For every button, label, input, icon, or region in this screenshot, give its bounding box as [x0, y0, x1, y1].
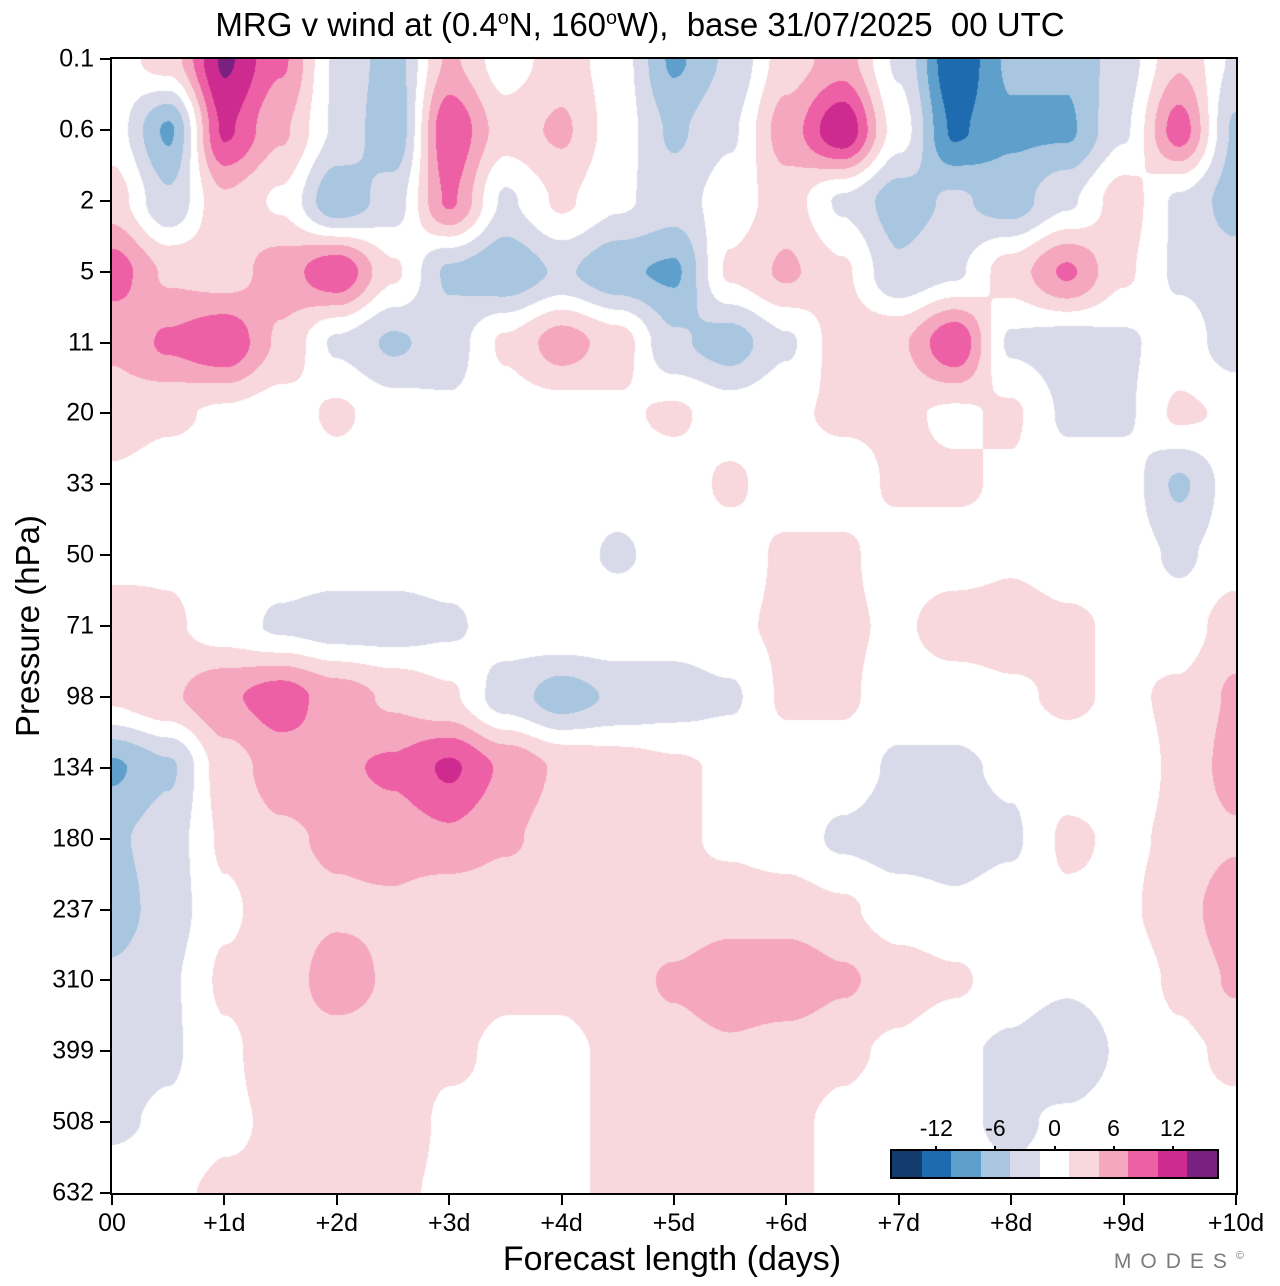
colorbar-segment: [921, 1151, 952, 1177]
colorbar-segment: [892, 1151, 922, 1177]
title-text: W), base 31/07/2025 00 UTC: [617, 6, 1065, 43]
contour-field: [112, 59, 1236, 1193]
colorbar: -12 -6 0 6 12: [890, 1115, 1219, 1179]
x-tick-label: +8d: [989, 1209, 1033, 1237]
plot-area: -12 -6 0 6 12 0.1 0.6 2 5 11 20 33 50 71 98 134 180 237 3…: [52, 45, 1264, 1238]
x-tick-label: +5d: [652, 1209, 696, 1237]
colorbar-tick-mark: [1053, 1146, 1056, 1151]
colorbar-tick-label: 0: [1048, 1115, 1061, 1141]
y-tick-label: 310: [52, 965, 94, 994]
colorbar-segment: [1157, 1151, 1188, 1177]
x-tick-mark: [111, 1193, 113, 1205]
y-tick-label: 2: [80, 186, 94, 215]
x-tick-label: +9d: [1102, 1209, 1145, 1237]
colorbar-segment: [1069, 1151, 1099, 1177]
modes-logo: MODES©: [1114, 1250, 1244, 1274]
x-tick-mark: [223, 1193, 226, 1205]
y-tick-label: 33: [66, 469, 94, 498]
x-tick-mark: [560, 1193, 563, 1205]
y-tick-label: 180: [52, 824, 94, 853]
y-tick-label: 0.1: [59, 44, 94, 73]
colorbar-tick-mark: [1112, 1146, 1115, 1151]
y-tick-mark: [100, 341, 112, 344]
x-tick-mark: [673, 1193, 675, 1205]
chart-title: MRG v wind at (0.4oN, 160oW), base 31/07…: [0, 6, 1280, 44]
colorbar-tick-mark: [994, 1146, 997, 1151]
colorbar-segment: [1039, 1151, 1070, 1177]
colorbar-tick-label: 6: [1107, 1115, 1120, 1141]
y-tick-label: 20: [66, 398, 94, 427]
colorbar-segment: [951, 1151, 981, 1177]
colorbar-tick-label: 12: [1159, 1115, 1186, 1141]
x-tick-label: +2d: [315, 1209, 359, 1237]
y-tick-mark: [100, 128, 112, 131]
x-tick-label: +4d: [540, 1209, 583, 1237]
y-tick-label: 71: [66, 611, 94, 640]
colorbar-segment: [1098, 1151, 1129, 1177]
colorbar-segment: [980, 1151, 1011, 1177]
y-tick-label: 98: [66, 682, 94, 711]
colorbar-tick-label: -12: [919, 1115, 953, 1141]
colorbar-tick-mark: [1171, 1146, 1174, 1151]
x-tick-mark: [335, 1193, 338, 1205]
y-tick-label: 632: [52, 1178, 94, 1207]
colorbar-segment: [1128, 1151, 1158, 1177]
colorbar-segment: [1010, 1151, 1040, 1177]
y-tick-mark: [100, 199, 112, 202]
y-tick-label: 399: [52, 1036, 94, 1065]
y-tick-mark: [100, 979, 112, 982]
x-tick-mark: [897, 1193, 900, 1205]
y-tick-label: 508: [52, 1107, 94, 1136]
modes-logo-text: MODES: [1113, 1250, 1236, 1273]
copyright-mark: ©: [1235, 1250, 1244, 1262]
y-tick-mark: [100, 58, 112, 60]
colorbar-tick-mark: [935, 1146, 938, 1151]
y-tick-mark: [100, 270, 112, 273]
x-tick-mark: [448, 1193, 451, 1205]
y-tick-mark: [100, 1192, 112, 1194]
y-tick-mark: [100, 1121, 112, 1124]
x-tick-mark: [1235, 1193, 1237, 1205]
y-tick-mark: [100, 412, 112, 415]
y-tick-label: 237: [52, 895, 94, 923]
x-tick-label: +7d: [877, 1209, 921, 1237]
y-tick-mark: [100, 695, 112, 698]
y-tick-mark: [100, 1050, 112, 1053]
y-tick-label: 50: [66, 540, 94, 569]
colorbar-segment: [1187, 1151, 1218, 1177]
x-tick-label: 00: [98, 1209, 126, 1237]
x-tick-label: +1d: [203, 1209, 246, 1237]
y-tick-label: 5: [80, 257, 94, 286]
degree-sup: o: [606, 7, 618, 29]
title-text: N, 160: [508, 6, 607, 43]
degree-sup: o: [497, 7, 509, 29]
x-axis-label: Forecast length (days): [502, 1240, 842, 1278]
y-axis-label: Pressure (hPa): [9, 515, 46, 737]
y-tick-mark: [100, 483, 112, 486]
x-tick-label: +3d: [427, 1209, 471, 1237]
y-tick-mark: [100, 625, 112, 627]
y-tick-mark: [100, 554, 112, 557]
x-tick-mark: [1122, 1193, 1125, 1205]
y-tick-label: 0.6: [59, 115, 94, 144]
y-tick-mark: [100, 837, 112, 840]
y-tick-mark: [100, 908, 112, 911]
y-tick-label: 134: [52, 753, 94, 782]
x-tick-mark: [1010, 1193, 1013, 1205]
x-tick-label: +6d: [765, 1209, 808, 1237]
x-tick-label: +10d: [1207, 1209, 1265, 1237]
title-text: MRG v wind at (0.4: [215, 6, 498, 43]
colorbar-tick-label: -6: [985, 1115, 1006, 1141]
x-tick-mark: [785, 1193, 788, 1205]
y-tick-mark: [100, 766, 112, 769]
y-tick-label: 11: [68, 328, 94, 356]
